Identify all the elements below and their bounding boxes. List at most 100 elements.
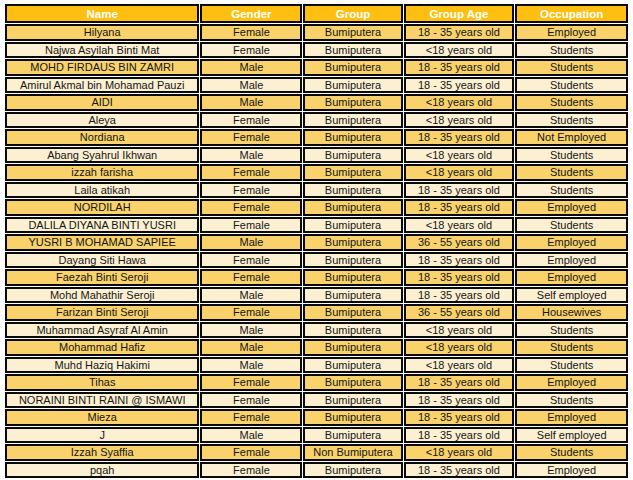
- table-cell-occupation: Employed: [515, 199, 628, 216]
- table-cell-gender: Male: [200, 77, 302, 94]
- table-cell-name: Aleya: [5, 112, 199, 129]
- table-cell-gender: Female: [200, 112, 302, 129]
- table-cell-group-age: 36 - 55 years old: [404, 304, 515, 321]
- table-cell-name: Faezah Binti Seroji: [5, 269, 199, 286]
- table-row: Izzah SyaffiaFemaleNon Bumiputera<18 yea…: [5, 444, 628, 461]
- table-row: Farizan Binti SerojiFemaleBumiputera36 -…: [5, 304, 628, 321]
- table-row: YUSRI B MOHAMAD SAPIEEMaleBumiputera36 -…: [5, 234, 628, 251]
- table-cell-group-age: 18 - 35 years old: [404, 24, 515, 41]
- table-row: DALILA DIYANA BINTI YUSRIFemaleBumiputer…: [5, 217, 628, 234]
- table-cell-group-age: 18 - 35 years old: [404, 252, 515, 269]
- table-cell-name: MOHD FIRDAUS BIN ZAMRI: [5, 59, 199, 76]
- table-cell-name: Najwa Asyilah Binti Mat: [5, 42, 199, 59]
- table-cell-gender: Female: [200, 444, 302, 461]
- table-row: NORDILAHFemaleBumiputera18 - 35 years ol…: [5, 199, 628, 216]
- table-cell-occupation: Not Employed: [515, 129, 628, 146]
- table-cell-gender: Female: [200, 42, 302, 59]
- table-cell-group: Bumiputera: [303, 357, 402, 374]
- table-cell-group-age: 18 - 35 years old: [404, 409, 515, 426]
- table-cell-occupation: Students: [515, 182, 628, 199]
- table-cell-occupation: Employed: [515, 374, 628, 391]
- table-cell-occupation: Students: [515, 112, 628, 129]
- table-cell-group: Bumiputera: [303, 287, 402, 304]
- table-cell-group-age: 18 - 35 years old: [404, 374, 515, 391]
- table-cell-gender: Female: [200, 217, 302, 234]
- table-cell-group: Bumiputera: [303, 217, 402, 234]
- table-cell-gender: Male: [200, 287, 302, 304]
- table-cell-group-age: <18 years old: [404, 339, 515, 356]
- table-cell-name: Farizan Binti Seroji: [5, 304, 199, 321]
- table-row: Muhammad Asyraf Al AminMaleBumiputera<18…: [5, 322, 628, 339]
- table-cell-group: Bumiputera: [303, 24, 402, 41]
- table-cell-group-age: 18 - 35 years old: [404, 462, 515, 479]
- table-cell-group: Bumiputera: [303, 199, 402, 216]
- table-cell-group: Bumiputera: [303, 462, 402, 479]
- table-row: AleyaFemaleBumiputera<18 years oldStuden…: [5, 112, 628, 129]
- table-cell-name: Mieza: [5, 409, 199, 426]
- table-cell-name: Mohammad Hafiz: [5, 339, 199, 356]
- table-row: AIDIMaleBumiputera<18 years oldStudents: [5, 94, 628, 111]
- table-cell-gender: Female: [200, 392, 302, 409]
- table-row: NordianaFemaleBumiputera18 - 35 years ol…: [5, 129, 628, 146]
- table-cell-group-age: 18 - 35 years old: [404, 427, 515, 444]
- table-cell-occupation: Students: [515, 147, 628, 164]
- table-cell-name: Muhd Haziq Hakimi: [5, 357, 199, 374]
- table-cell-group-age: 18 - 35 years old: [404, 199, 515, 216]
- table-cell-occupation: Students: [515, 444, 628, 461]
- table-cell-name: NORDILAH: [5, 199, 199, 216]
- table-cell-group-age: 18 - 35 years old: [404, 77, 515, 94]
- table-row: Abang Syahrul IkhwanMaleBumiputera<18 ye…: [5, 147, 628, 164]
- table-cell-group-age: <18 years old: [404, 94, 515, 111]
- table-row: NORAINI BINTI RAINI @ ISMAWIFemaleBumipu…: [5, 392, 628, 409]
- table-cell-gender: Male: [200, 94, 302, 111]
- table-cell-group: Bumiputera: [303, 304, 402, 321]
- table-cell-gender: Male: [200, 322, 302, 339]
- table-cell-group-age: 18 - 35 years old: [404, 392, 515, 409]
- table-cell-gender: Female: [200, 462, 302, 479]
- table-cell-gender: Male: [200, 234, 302, 251]
- table-row: JMaleBumiputera18 - 35 years oldSelf emp…: [5, 427, 628, 444]
- table-cell-occupation: Employed: [515, 409, 628, 426]
- table-cell-group: Bumiputera: [303, 269, 402, 286]
- table-cell-gender: Male: [200, 339, 302, 356]
- table-cell-occupation: Students: [515, 77, 628, 94]
- table-cell-group: Bumiputera: [303, 374, 402, 391]
- table-cell-occupation: Self employed: [515, 287, 628, 304]
- table-cell-name: DALILA DIYANA BINTI YUSRI: [5, 217, 199, 234]
- table-cell-occupation: Students: [515, 164, 628, 181]
- table-cell-gender: Female: [200, 252, 302, 269]
- table-cell-group-age: <18 years old: [404, 112, 515, 129]
- table-cell-occupation: Students: [515, 42, 628, 59]
- table-row: Amirul Akmal bin Mohamad PauziMaleBumipu…: [5, 77, 628, 94]
- table-cell-gender: Male: [200, 357, 302, 374]
- column-header-name: Name: [5, 4, 199, 23]
- table-cell-gender: Female: [200, 164, 302, 181]
- table-row: izzah farishaFemaleBumiputera<18 years o…: [5, 164, 628, 181]
- table-cell-occupation: Students: [515, 357, 628, 374]
- table-cell-group: Bumiputera: [303, 164, 402, 181]
- table-cell-group: Bumiputera: [303, 392, 402, 409]
- table-cell-group-age: <18 years old: [404, 42, 515, 59]
- table-row: Laila atikahFemaleBumiputera18 - 35 year…: [5, 182, 628, 199]
- table-cell-group-age: <18 years old: [404, 164, 515, 181]
- table-cell-gender: Female: [200, 24, 302, 41]
- table-cell-occupation: Housewives: [515, 304, 628, 321]
- table-row: MiezaFemaleBumiputera18 - 35 years oldEm…: [5, 409, 628, 426]
- table-cell-occupation: Students: [515, 59, 628, 76]
- table-cell-occupation: Employed: [515, 252, 628, 269]
- table-cell-name: J: [5, 427, 199, 444]
- table-cell-gender: Female: [200, 269, 302, 286]
- table-cell-group: Bumiputera: [303, 339, 402, 356]
- table-cell-occupation: Self employed: [515, 427, 628, 444]
- table-cell-name: Laila atikah: [5, 182, 199, 199]
- table-cell-group: Bumiputera: [303, 59, 402, 76]
- table-cell-group-age: 18 - 35 years old: [404, 269, 515, 286]
- table-cell-group: Bumiputera: [303, 129, 402, 146]
- table-cell-name: NORAINI BINTI RAINI @ ISMAWI: [5, 392, 199, 409]
- table-row: Najwa Asyilah Binti MatFemaleBumiputera<…: [5, 42, 628, 59]
- table-wrapper: NameGenderGroupGroup AgeOccupation Hilya…: [0, 0, 633, 479]
- table-cell-group-age: 18 - 35 years old: [404, 287, 515, 304]
- table-cell-group: Bumiputera: [303, 427, 402, 444]
- table-cell-group: Bumiputera: [303, 182, 402, 199]
- table-row: Faezah Binti SerojiFemaleBumiputera18 - …: [5, 269, 628, 286]
